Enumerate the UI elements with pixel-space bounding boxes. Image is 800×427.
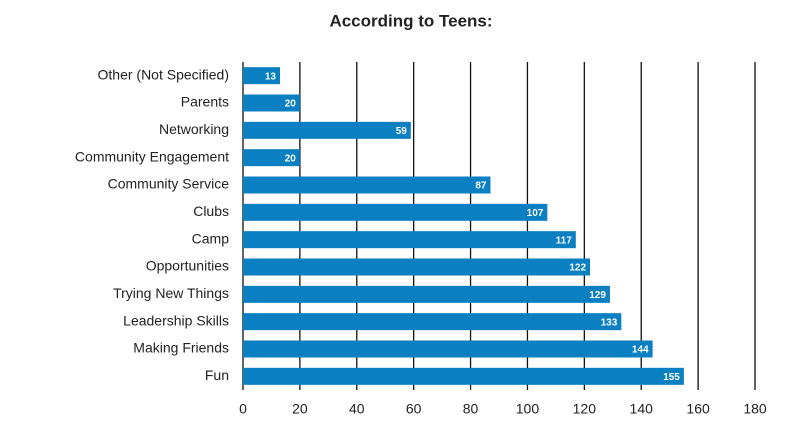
value-label: 129 [589, 290, 606, 301]
y-tick-label: Fun [205, 367, 229, 383]
x-tick-label: 60 [406, 401, 422, 417]
x-tick-label: 140 [630, 401, 654, 417]
value-label: 87 [475, 181, 487, 192]
x-tick-label: 40 [349, 401, 365, 417]
value-label: 59 [396, 126, 408, 137]
x-tick-label: 20 [292, 401, 308, 417]
value-label: 144 [632, 345, 649, 356]
y-tick-label: Community Service [108, 176, 230, 192]
y-tick-label: Clubs [193, 203, 229, 219]
y-tick-label: Leadership Skills [123, 312, 229, 328]
y-tick-label: Opportunities [146, 258, 229, 274]
value-label: 155 [663, 372, 680, 383]
value-label: 133 [601, 317, 618, 328]
bar [243, 149, 300, 167]
bar [243, 340, 653, 358]
bar [243, 231, 576, 249]
value-label: 117 [556, 235, 573, 246]
y-tick-label: Community Engagement [75, 148, 229, 164]
y-tick-label: Networking [159, 121, 229, 137]
y-tick-label: Making Friends [133, 340, 229, 356]
bar [243, 176, 491, 194]
bar [243, 367, 684, 385]
value-label: 107 [527, 208, 544, 219]
bar [243, 285, 610, 303]
chart-title: According to Teens: [329, 11, 492, 30]
y-tick-label: Parents [181, 94, 229, 110]
bar [243, 203, 548, 221]
x-tick-label: 0 [239, 401, 247, 417]
x-tick-label: 100 [516, 401, 540, 417]
bar [243, 313, 622, 331]
value-label: 20 [285, 99, 297, 110]
x-tick-label: 180 [743, 401, 767, 417]
bar [243, 67, 280, 85]
bar [243, 121, 411, 139]
value-label: 20 [285, 153, 297, 164]
bar [243, 94, 300, 112]
y-tick-label: Trying New Things [113, 285, 229, 301]
x-tick-label: 80 [463, 401, 479, 417]
y-tick-label: Other (Not Specified) [98, 66, 230, 82]
value-label: 122 [569, 263, 586, 274]
value-label: 13 [265, 71, 277, 82]
x-tick-label: 160 [686, 401, 710, 417]
x-tick-label: 120 [573, 401, 597, 417]
bar [243, 258, 591, 276]
y-tick-label: Camp [192, 230, 230, 246]
